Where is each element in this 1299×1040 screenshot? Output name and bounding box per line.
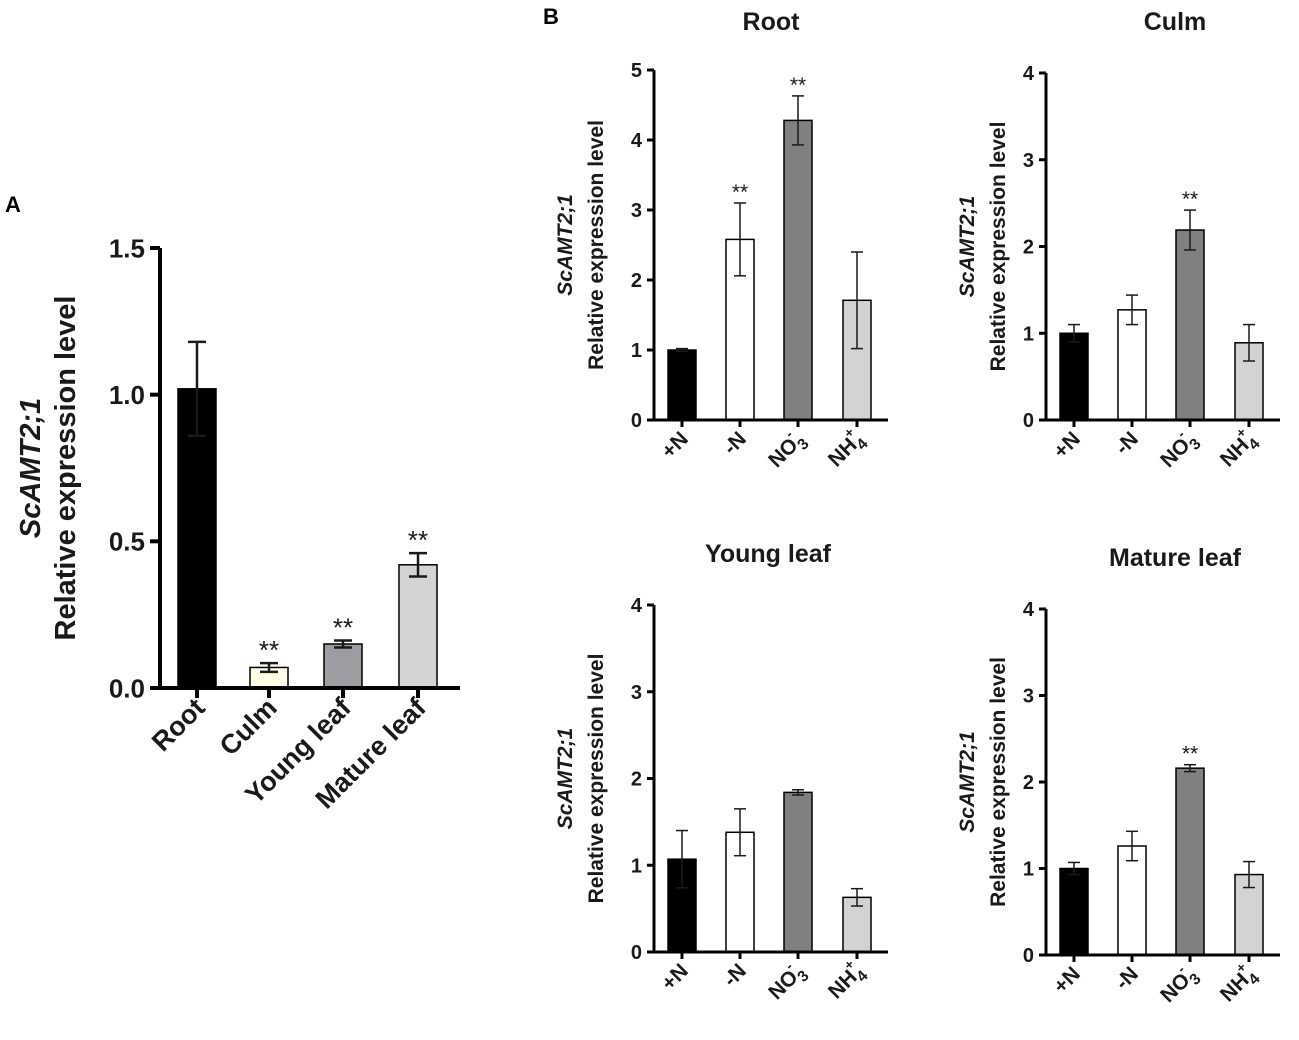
- y-tick-label-2: 1: [631, 340, 642, 362]
- x-tick-label-1: +N: [1049, 962, 1085, 998]
- x-tick-label-4: NH4+: [1212, 958, 1264, 1010]
- x-tick-label-1: Root: [146, 692, 211, 757]
- x-tick-label-2: -N: [1111, 962, 1143, 994]
- y-tick-label-2: 1: [1023, 859, 1034, 881]
- y-axis-title: Relative expression level: [987, 122, 1010, 372]
- bar-3: [783, 791, 813, 953]
- y-axis-title: Relative expression level: [50, 296, 82, 641]
- x-tick-label-4: NH4+: [820, 955, 872, 1007]
- y-axis-gene-label: ScAMT2;1: [554, 728, 577, 830]
- significance-label-3: **: [333, 612, 353, 642]
- y-tick-label-5: 4: [631, 130, 643, 152]
- y-tick-label-1: 0: [631, 410, 642, 432]
- y-tick-label-3: 1.0: [109, 380, 145, 410]
- x-tick-label-3: NO3-: [1152, 958, 1205, 1011]
- y-axis-gene-label: ScAMT2;1: [554, 194, 577, 296]
- x-tick-label-3: NO3-: [1152, 423, 1205, 476]
- y-tick-label-2: 1: [631, 855, 642, 877]
- chart-title: Young leaf: [705, 540, 832, 568]
- panel-label: B: [543, 4, 559, 29]
- y-tick-label-4: 3: [1023, 686, 1034, 708]
- chart-title: Culm: [1144, 8, 1207, 36]
- bar-1: [667, 349, 697, 421]
- y-axis-title: Relative expression level: [987, 657, 1010, 907]
- x-tick-label-3: NO3-: [760, 423, 813, 476]
- x-tick-label-1: +N: [1049, 427, 1085, 463]
- bar-3: [1175, 767, 1205, 956]
- chart-panel-b3: Young leaf Relative expression level ScAMT…: [554, 540, 888, 1008]
- y-axis-gene-label: ScAMT2;1: [956, 196, 979, 298]
- y-tick-label-5: 4: [1023, 599, 1035, 621]
- bar-1: [1059, 332, 1089, 421]
- bar-1: [177, 388, 217, 689]
- x-tick-label-3: NO3-: [760, 955, 813, 1008]
- bar-3: [1175, 229, 1205, 421]
- y-axis-gene-label: ScAMT2;1: [956, 731, 979, 833]
- chart-panel-b2: Culm Relative expression level ScAMT2;1 ** 0…: [956, 8, 1280, 476]
- x-tick-label-1: +N: [657, 959, 693, 995]
- panel-label: A: [5, 192, 21, 217]
- significance-label-4: **: [408, 525, 428, 555]
- bar-2: [1117, 309, 1147, 421]
- x-tick-label-4: NH4+: [1212, 423, 1264, 475]
- y-tick-label-3: 2: [631, 270, 642, 292]
- y-tick-label-5: 4: [631, 595, 643, 617]
- y-tick-label-2: 1: [1023, 323, 1034, 345]
- y-tick-label-4: 3: [631, 200, 642, 222]
- y-axis-title: Relative expression level: [585, 120, 608, 370]
- chart-panel-b4: Mature leaf Relative expression level ScAM…: [956, 544, 1280, 1011]
- y-axis-gene-label: ScAMT2;1: [15, 398, 47, 538]
- y-axis-title: Relative expression level: [585, 654, 608, 904]
- chart-panel-b1: B Root Relative expression level ScAMT2;1 **…: [543, 4, 888, 476]
- bar-1: [1059, 867, 1089, 956]
- chart-title: Root: [743, 8, 801, 36]
- bar-3: [783, 119, 813, 421]
- significance-label-2: **: [732, 181, 748, 204]
- bar-4: [398, 564, 438, 689]
- x-tick-label-2: -N: [719, 427, 751, 459]
- y-tick-label-1: 0: [631, 942, 642, 964]
- y-tick-label-4: 1.5: [109, 233, 145, 263]
- significance-label-3: **: [1182, 743, 1198, 766]
- x-tick-label-2: -N: [719, 959, 751, 991]
- y-tick-label-1: 0.0: [109, 673, 145, 703]
- bar-2: [1117, 845, 1147, 956]
- significance-label-3: **: [1182, 188, 1198, 211]
- y-tick-label-4: 3: [631, 682, 642, 704]
- x-tick-label-2: -N: [1111, 427, 1143, 459]
- x-tick-label-1: +N: [657, 427, 693, 463]
- y-tick-label-1: 0: [1023, 945, 1034, 967]
- y-tick-label-1: 0: [1023, 410, 1034, 432]
- x-tick-label-4: NH4+: [820, 423, 872, 475]
- significance-label-3: **: [790, 74, 806, 97]
- y-tick-label-5: 4: [1023, 63, 1035, 85]
- x-tick-label-2: Culm: [214, 692, 283, 761]
- y-tick-label-3: 2: [1023, 237, 1034, 259]
- bar-3: [323, 643, 363, 689]
- y-tick-label-2: 0.5: [109, 527, 145, 557]
- y-tick-label-6: 5: [631, 60, 642, 82]
- y-tick-label-3: 2: [631, 769, 642, 791]
- chart-title: Mature leaf: [1109, 544, 1242, 572]
- y-tick-label-4: 3: [1023, 150, 1034, 172]
- y-tick-label-3: 2: [1023, 772, 1034, 794]
- significance-label-2: **: [259, 635, 279, 665]
